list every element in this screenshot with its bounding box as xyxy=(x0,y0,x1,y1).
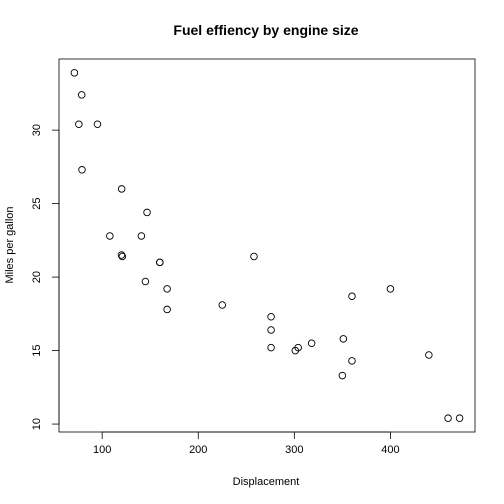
data-point xyxy=(455,414,464,422)
data-point xyxy=(77,91,86,99)
data-point xyxy=(425,351,433,359)
data-point xyxy=(156,258,164,267)
x-tick-label: 100 xyxy=(93,444,111,456)
y-tick-label: 20 xyxy=(31,271,43,283)
data-point xyxy=(106,232,114,240)
data-point xyxy=(143,208,151,217)
data-point xyxy=(386,285,395,293)
data-point xyxy=(141,277,150,286)
chart-title: Fuel effiency by engine size xyxy=(173,22,358,38)
data-point xyxy=(307,339,316,347)
data-point xyxy=(250,252,258,261)
data-point xyxy=(75,120,83,129)
y-tick-label: 30 xyxy=(31,124,43,136)
data-point xyxy=(137,232,146,240)
data-point xyxy=(70,69,79,77)
data-point xyxy=(218,301,227,309)
y-tick-label: 15 xyxy=(31,344,43,356)
x-axis-label: Displacement xyxy=(233,476,300,488)
data-point xyxy=(163,305,171,314)
data-point xyxy=(117,251,126,259)
data-point xyxy=(291,346,300,355)
data-point xyxy=(338,371,347,380)
data-point xyxy=(117,185,126,193)
data-point xyxy=(93,120,102,129)
y-tick-label: 10 xyxy=(31,418,43,430)
data-point xyxy=(267,343,275,352)
x-tick-label: 300 xyxy=(285,444,303,456)
data-point xyxy=(267,313,275,321)
y-axis-label: Miles per gallon xyxy=(4,206,16,283)
x-tick-label: 200 xyxy=(189,444,207,456)
plot-frame xyxy=(58,58,476,433)
data-point xyxy=(339,335,348,343)
data-point xyxy=(348,292,356,300)
y-tick-label: 25 xyxy=(31,197,43,209)
data-point xyxy=(267,326,275,334)
data-point xyxy=(118,252,127,261)
x-axis: 100 200 300 400 xyxy=(93,431,400,456)
data-point xyxy=(444,414,452,422)
data-point xyxy=(163,285,171,293)
x-tick-label: 400 xyxy=(381,444,399,456)
data-points xyxy=(70,69,464,422)
y-axis: 10 15 20 25 30 xyxy=(31,124,60,430)
data-point xyxy=(78,166,86,174)
data-point xyxy=(348,357,356,365)
